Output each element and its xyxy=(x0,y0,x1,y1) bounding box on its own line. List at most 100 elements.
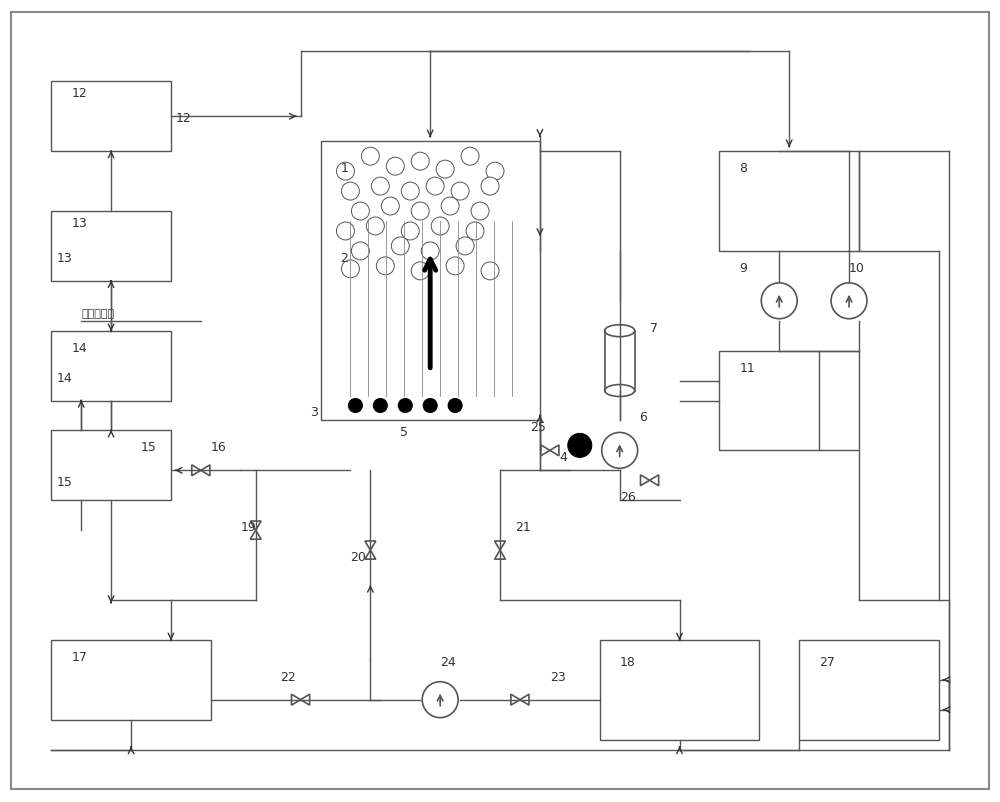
Circle shape xyxy=(426,178,444,196)
Circle shape xyxy=(341,183,359,200)
Circle shape xyxy=(568,434,592,458)
Ellipse shape xyxy=(605,385,635,397)
Text: 12: 12 xyxy=(71,87,87,100)
Text: 23: 23 xyxy=(550,670,566,683)
Polygon shape xyxy=(641,476,650,486)
Circle shape xyxy=(391,237,409,256)
Polygon shape xyxy=(201,465,210,476)
FancyBboxPatch shape xyxy=(51,640,211,719)
Circle shape xyxy=(336,163,354,181)
Circle shape xyxy=(348,399,362,413)
Circle shape xyxy=(422,682,458,718)
Text: 21: 21 xyxy=(515,520,531,533)
Circle shape xyxy=(481,178,499,196)
FancyBboxPatch shape xyxy=(51,431,171,500)
Text: 7: 7 xyxy=(650,322,658,334)
Circle shape xyxy=(481,262,499,281)
Text: 2: 2 xyxy=(340,252,348,265)
Circle shape xyxy=(398,399,412,413)
Polygon shape xyxy=(301,695,310,705)
Circle shape xyxy=(366,217,384,236)
Ellipse shape xyxy=(605,326,635,338)
Circle shape xyxy=(466,223,484,241)
Circle shape xyxy=(423,399,437,413)
Circle shape xyxy=(376,257,394,276)
Circle shape xyxy=(371,178,389,196)
Text: 14: 14 xyxy=(71,341,87,354)
Circle shape xyxy=(421,243,439,261)
Polygon shape xyxy=(192,465,201,476)
Circle shape xyxy=(451,183,469,200)
Circle shape xyxy=(602,433,638,468)
Text: 24: 24 xyxy=(440,655,456,668)
Text: 14: 14 xyxy=(56,371,72,384)
Circle shape xyxy=(336,223,354,241)
Polygon shape xyxy=(495,541,505,550)
Circle shape xyxy=(361,148,379,166)
Polygon shape xyxy=(365,550,376,560)
Text: 6: 6 xyxy=(640,411,647,424)
Text: 3: 3 xyxy=(311,406,318,419)
Text: 11: 11 xyxy=(739,361,755,374)
Circle shape xyxy=(351,243,369,261)
FancyBboxPatch shape xyxy=(719,351,859,451)
Circle shape xyxy=(448,399,462,413)
FancyBboxPatch shape xyxy=(320,142,540,421)
Text: 16: 16 xyxy=(211,441,227,454)
Polygon shape xyxy=(250,530,261,540)
Text: 17: 17 xyxy=(71,650,87,663)
Circle shape xyxy=(486,163,504,181)
Text: 5: 5 xyxy=(400,426,408,439)
FancyBboxPatch shape xyxy=(51,331,171,401)
Circle shape xyxy=(831,283,867,319)
Circle shape xyxy=(436,161,454,179)
Text: 27: 27 xyxy=(819,655,835,668)
Polygon shape xyxy=(550,445,559,456)
Text: 25: 25 xyxy=(530,421,546,434)
Circle shape xyxy=(431,217,449,236)
Circle shape xyxy=(373,399,387,413)
Circle shape xyxy=(351,203,369,221)
Polygon shape xyxy=(511,695,520,705)
FancyBboxPatch shape xyxy=(719,152,859,252)
Text: 13: 13 xyxy=(56,252,72,265)
Text: 4: 4 xyxy=(560,451,568,464)
Text: 1: 1 xyxy=(340,162,348,175)
Polygon shape xyxy=(541,445,550,456)
Circle shape xyxy=(411,203,429,221)
Text: 10: 10 xyxy=(849,261,865,274)
Text: 15: 15 xyxy=(56,476,72,488)
Polygon shape xyxy=(495,550,505,560)
Circle shape xyxy=(456,237,474,256)
Circle shape xyxy=(411,262,429,281)
Text: 补充自来水: 补充自来水 xyxy=(81,308,114,318)
Polygon shape xyxy=(291,695,301,705)
Circle shape xyxy=(386,158,404,176)
Text: 19: 19 xyxy=(241,520,256,533)
Circle shape xyxy=(446,257,464,276)
Text: 15: 15 xyxy=(141,441,157,454)
Text: 9: 9 xyxy=(739,261,747,274)
FancyBboxPatch shape xyxy=(799,640,939,739)
Circle shape xyxy=(401,183,419,200)
Circle shape xyxy=(381,198,399,216)
FancyBboxPatch shape xyxy=(51,83,171,152)
Text: 18: 18 xyxy=(620,655,636,668)
Text: 8: 8 xyxy=(739,162,747,175)
Circle shape xyxy=(411,153,429,171)
Text: 22: 22 xyxy=(281,670,296,683)
Polygon shape xyxy=(250,521,261,530)
Circle shape xyxy=(341,261,359,278)
Polygon shape xyxy=(650,476,659,486)
Polygon shape xyxy=(520,695,529,705)
FancyBboxPatch shape xyxy=(51,212,171,282)
Circle shape xyxy=(761,283,797,319)
Text: 12: 12 xyxy=(176,112,192,125)
FancyBboxPatch shape xyxy=(600,640,759,739)
Text: 20: 20 xyxy=(350,550,366,563)
Circle shape xyxy=(471,203,489,221)
Circle shape xyxy=(441,198,459,216)
Circle shape xyxy=(461,148,479,166)
Text: 26: 26 xyxy=(620,491,635,504)
Circle shape xyxy=(401,223,419,241)
